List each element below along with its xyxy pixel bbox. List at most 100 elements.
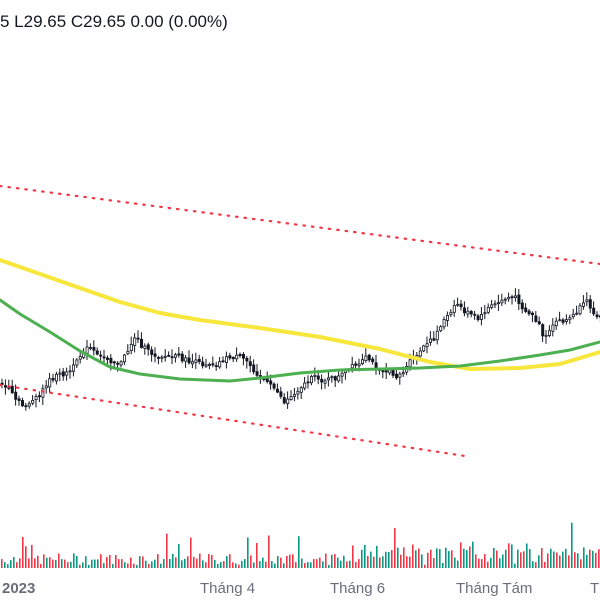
candle[interactable] bbox=[503, 297, 507, 305]
candle[interactable] bbox=[51, 373, 55, 383]
candle[interactable] bbox=[34, 393, 38, 408]
candle[interactable] bbox=[326, 372, 330, 387]
candle[interactable] bbox=[75, 358, 79, 368]
candle[interactable] bbox=[143, 343, 147, 355]
candle[interactable] bbox=[139, 332, 143, 349]
candle[interactable] bbox=[309, 374, 313, 386]
candle[interactable] bbox=[275, 383, 279, 394]
candle[interactable] bbox=[173, 352, 177, 363]
candle[interactable] bbox=[398, 371, 402, 385]
candle[interactable] bbox=[313, 367, 317, 382]
candle[interactable] bbox=[585, 292, 589, 307]
candle[interactable] bbox=[255, 364, 259, 379]
candle[interactable] bbox=[156, 355, 160, 365]
candle[interactable] bbox=[588, 295, 592, 314]
candle[interactable] bbox=[592, 301, 596, 316]
candle[interactable] bbox=[354, 361, 358, 370]
candle[interactable] bbox=[27, 401, 31, 409]
candle[interactable] bbox=[320, 374, 324, 390]
candle[interactable] bbox=[548, 325, 552, 338]
candle[interactable] bbox=[194, 352, 198, 369]
candle[interactable] bbox=[537, 316, 541, 326]
candle[interactable] bbox=[367, 353, 371, 363]
candle[interactable] bbox=[119, 360, 123, 368]
candle[interactable] bbox=[520, 299, 524, 314]
candle[interactable] bbox=[68, 365, 72, 379]
candle[interactable] bbox=[14, 384, 18, 406]
candle[interactable] bbox=[211, 356, 215, 368]
candle[interactable] bbox=[177, 347, 181, 358]
candle[interactable] bbox=[565, 314, 569, 325]
candle[interactable] bbox=[582, 295, 586, 310]
candle[interactable] bbox=[422, 344, 426, 353]
candle[interactable] bbox=[459, 300, 463, 311]
candle[interactable] bbox=[204, 358, 208, 368]
candle[interactable] bbox=[486, 303, 490, 315]
candle[interactable] bbox=[95, 347, 99, 356]
candle[interactable] bbox=[289, 390, 293, 401]
candle[interactable] bbox=[439, 325, 443, 333]
candle[interactable] bbox=[160, 355, 164, 363]
candle[interactable] bbox=[286, 391, 290, 409]
candle[interactable] bbox=[20, 397, 24, 407]
candle[interactable] bbox=[500, 293, 504, 306]
candle[interactable] bbox=[24, 403, 28, 411]
candle[interactable] bbox=[238, 352, 242, 358]
candle[interactable] bbox=[221, 356, 225, 363]
candle[interactable] bbox=[214, 361, 218, 371]
candle[interactable] bbox=[55, 371, 59, 385]
candle[interactable] bbox=[449, 309, 453, 317]
candle[interactable] bbox=[568, 314, 572, 325]
candle[interactable] bbox=[245, 355, 249, 369]
candle[interactable] bbox=[92, 340, 96, 356]
candle[interactable] bbox=[483, 304, 487, 320]
candle[interactable] bbox=[272, 382, 276, 391]
candle[interactable] bbox=[282, 393, 286, 405]
candle[interactable] bbox=[595, 311, 599, 320]
candle[interactable] bbox=[163, 349, 167, 362]
candle[interactable] bbox=[207, 362, 211, 370]
candle[interactable] bbox=[292, 388, 296, 402]
channel-lower-line[interactable] bbox=[0, 383, 467, 458]
candle[interactable] bbox=[466, 306, 470, 318]
candle[interactable] bbox=[360, 353, 364, 366]
candle[interactable] bbox=[4, 379, 8, 395]
candle[interactable] bbox=[296, 387, 300, 400]
candle[interactable] bbox=[541, 323, 545, 342]
candle[interactable] bbox=[224, 351, 228, 369]
candle[interactable] bbox=[575, 305, 579, 316]
candle[interactable] bbox=[7, 379, 11, 391]
candle[interactable] bbox=[527, 309, 531, 316]
candle[interactable] bbox=[303, 376, 307, 391]
candle[interactable] bbox=[201, 356, 205, 369]
candle[interactable] bbox=[330, 375, 334, 383]
candle[interactable] bbox=[428, 331, 432, 346]
candle[interactable] bbox=[432, 331, 436, 342]
candle[interactable] bbox=[41, 384, 45, 406]
candle[interactable] bbox=[167, 351, 171, 357]
candle[interactable] bbox=[187, 350, 191, 365]
candle[interactable] bbox=[364, 348, 368, 363]
candle[interactable] bbox=[58, 368, 62, 382]
candlesticks[interactable] bbox=[0, 288, 600, 411]
candle[interactable] bbox=[435, 325, 439, 345]
candle[interactable] bbox=[514, 288, 518, 302]
candle[interactable] bbox=[126, 344, 130, 356]
candle[interactable] bbox=[371, 356, 375, 365]
candle[interactable] bbox=[146, 342, 150, 356]
candle[interactable] bbox=[106, 355, 110, 365]
candle[interactable] bbox=[323, 378, 327, 389]
candle[interactable] bbox=[473, 310, 477, 320]
candle[interactable] bbox=[65, 367, 69, 381]
candle[interactable] bbox=[17, 395, 21, 406]
candle[interactable] bbox=[476, 313, 480, 322]
candle[interactable] bbox=[133, 333, 137, 353]
candle[interactable] bbox=[456, 297, 460, 307]
candle[interactable] bbox=[31, 395, 35, 406]
candle[interactable] bbox=[89, 343, 93, 351]
candle[interactable] bbox=[490, 299, 494, 310]
candle[interactable] bbox=[493, 300, 497, 309]
candle[interactable] bbox=[425, 336, 429, 354]
